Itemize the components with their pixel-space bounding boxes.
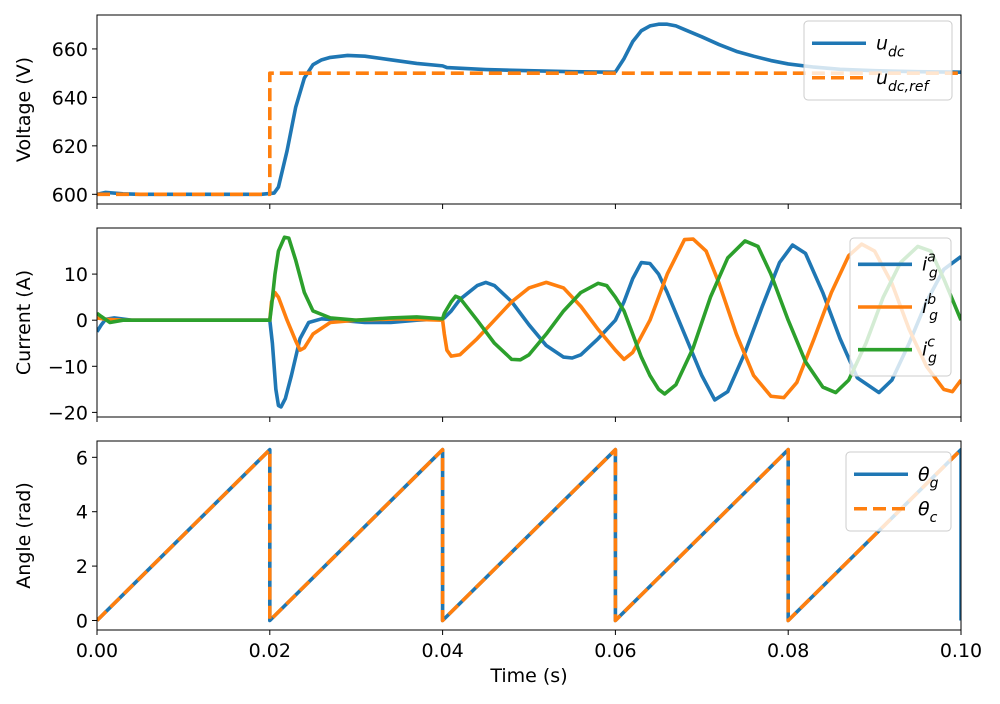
- plot-frame: [96, 227, 962, 418]
- series-line-igc: [97, 235, 961, 396]
- series-group: [97, 22, 961, 197]
- legend-label-igb: ib g: [922, 292, 938, 324]
- x-tick-label: 0.08: [767, 640, 809, 662]
- legend-box: [845, 451, 952, 532]
- series-group: [97, 235, 961, 409]
- x-tick-label: 0.10: [940, 640, 982, 662]
- legend-label-igc: ic g: [922, 335, 937, 367]
- x-axis-title: Time (s): [489, 665, 567, 687]
- x-tick-label: 0.06: [594, 640, 636, 662]
- y-tick-label: 2: [76, 556, 88, 578]
- y-axis-title: Current (A): [13, 270, 35, 375]
- series-line-thetag: [97, 447, 961, 623]
- y-tick-label: 620: [52, 136, 88, 158]
- legend-label-udc: udc: [876, 32, 905, 60]
- x-tick-label: 0.00: [76, 640, 118, 662]
- y-tick-label: 640: [52, 87, 88, 109]
- panel-2: −20 −10 0 10 Current (A) ia g ib g ic g: [13, 227, 962, 424]
- legend: udc udc,ref: [803, 20, 953, 101]
- series-line-igb: [97, 237, 961, 400]
- y-tick-label: 0: [76, 310, 88, 332]
- plot-frame: [96, 14, 962, 205]
- series-line-udcref: [97, 71, 961, 197]
- legend: ia g ib g ic g: [849, 237, 952, 377]
- plot-frame: [96, 440, 962, 631]
- legend: θg θc: [845, 451, 952, 532]
- legend-label-thetag: θg: [918, 463, 939, 491]
- x-tick-label: 0.04: [421, 640, 463, 662]
- series-line-thetac: [97, 447, 961, 623]
- y-tick-label: 4: [76, 502, 88, 524]
- series-line-iga: [97, 243, 961, 409]
- y-tick-label: 600: [52, 184, 88, 206]
- legend-box: [803, 20, 953, 101]
- y-tick-label: 660: [52, 39, 88, 61]
- legend-label-iga: ia g: [922, 249, 938, 281]
- panel-1: 600 620 640 660 Voltage (V) udc udc,ref: [13, 14, 962, 209]
- y-axis-title: Voltage (V): [13, 57, 35, 162]
- y-tick-label: 10: [64, 264, 88, 286]
- x-tick-label: 0.02: [249, 640, 291, 662]
- y-tick-label: −10: [48, 356, 88, 378]
- series-group: [97, 447, 961, 623]
- y-tick-label: 0: [76, 610, 88, 632]
- y-tick-label: −20: [48, 402, 88, 424]
- y-tick-label: 6: [76, 447, 88, 469]
- y-axis-title: Angle (rad): [13, 482, 35, 588]
- panel-3: 0 2 4 6 0.00 0.02 0.04 0.06 0.08 0.10 Angle (rad) T…: [13, 440, 982, 687]
- legend-label-thetac: θc: [918, 498, 938, 526]
- legend-label-udcref: udc,ref: [876, 67, 930, 95]
